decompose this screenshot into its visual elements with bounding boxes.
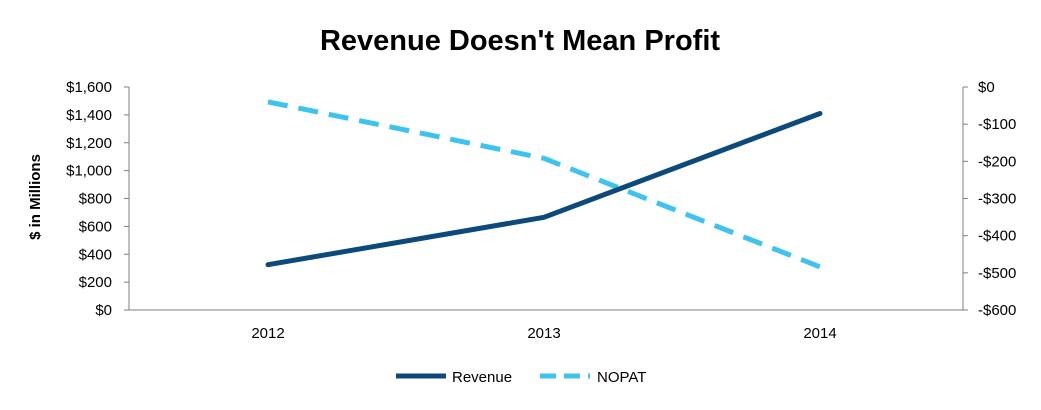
- right-tick-label: -$400: [978, 228, 1016, 245]
- left-tick-label: $800: [79, 191, 112, 208]
- x-tick-label: 2012: [251, 325, 284, 342]
- legend: Revenue NOPAT: [396, 369, 646, 386]
- right-tick-label: -$300: [978, 191, 1016, 208]
- series-layer: [265, 99, 823, 270]
- left-tick-label: $1,000: [66, 163, 112, 180]
- x-axis-ticks: 2012 2013 2014: [251, 325, 836, 342]
- y-axis-label: $ in Millions: [27, 154, 44, 240]
- left-tick-label: $0: [95, 302, 112, 319]
- left-y-axis-ticks: $0 $200 $400 $600 $800 $1,000 $1,200 $1,400 $1,6…: [66, 79, 129, 319]
- legend-label-revenue: Revenue: [452, 369, 512, 386]
- left-tick-label: $400: [79, 246, 112, 263]
- right-tick-label: $0: [978, 79, 995, 96]
- legend-label-nopat: NOPAT: [597, 369, 646, 386]
- x-tick-label: 2013: [527, 325, 560, 342]
- left-tick-label: $200: [79, 274, 112, 291]
- right-tick-label: -$100: [978, 116, 1016, 133]
- left-tick-label: $1,600: [66, 79, 112, 96]
- left-tick-label: $600: [79, 218, 112, 235]
- right-tick-label: -$200: [978, 153, 1016, 170]
- series-line-revenue: [265, 110, 823, 268]
- left-tick-label: $1,200: [66, 135, 112, 152]
- right-tick-label: -$500: [978, 265, 1016, 282]
- left-tick-label: $1,400: [66, 107, 112, 124]
- right-tick-label: -$600: [978, 302, 1016, 319]
- series-line-nopat: [267, 99, 821, 270]
- x-tick-label: 2014: [803, 325, 836, 342]
- right-y-axis-ticks: -$600 -$500 -$400 -$300 -$200 -$100 $0: [963, 79, 1016, 319]
- chart-title: Revenue Doesn't Mean Profit: [320, 25, 720, 57]
